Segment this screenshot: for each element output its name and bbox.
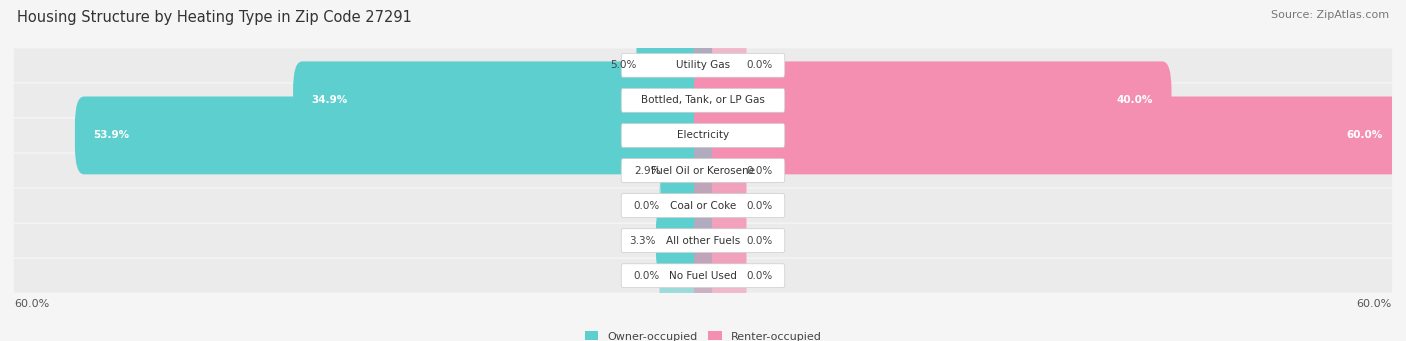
FancyBboxPatch shape [14, 259, 1392, 293]
FancyBboxPatch shape [693, 237, 747, 315]
Text: 60.0%: 60.0% [1347, 130, 1382, 140]
FancyBboxPatch shape [292, 61, 713, 139]
FancyBboxPatch shape [621, 194, 785, 218]
Text: Utility Gas: Utility Gas [676, 60, 730, 70]
FancyBboxPatch shape [14, 224, 1392, 257]
FancyBboxPatch shape [693, 61, 1171, 139]
FancyBboxPatch shape [693, 202, 747, 280]
FancyBboxPatch shape [661, 132, 713, 209]
FancyBboxPatch shape [621, 123, 785, 147]
Text: Bottled, Tank, or LP Gas: Bottled, Tank, or LP Gas [641, 95, 765, 105]
Text: No Fuel Used: No Fuel Used [669, 271, 737, 281]
Text: Housing Structure by Heating Type in Zip Code 27291: Housing Structure by Heating Type in Zip… [17, 10, 412, 25]
Legend: Owner-occupied, Renter-occupied: Owner-occupied, Renter-occupied [585, 331, 821, 341]
FancyBboxPatch shape [621, 88, 785, 112]
Text: 0.0%: 0.0% [633, 201, 659, 211]
FancyBboxPatch shape [621, 159, 785, 182]
Text: 2.9%: 2.9% [634, 165, 661, 176]
FancyBboxPatch shape [621, 229, 785, 253]
FancyBboxPatch shape [14, 154, 1392, 187]
Text: 0.0%: 0.0% [747, 271, 773, 281]
Text: 0.0%: 0.0% [747, 236, 773, 246]
FancyBboxPatch shape [621, 53, 785, 77]
Text: 0.0%: 0.0% [747, 201, 773, 211]
Text: 40.0%: 40.0% [1116, 95, 1153, 105]
FancyBboxPatch shape [693, 97, 1402, 174]
FancyBboxPatch shape [693, 167, 747, 244]
Text: 0.0%: 0.0% [633, 271, 659, 281]
FancyBboxPatch shape [659, 237, 713, 315]
Text: 53.9%: 53.9% [93, 130, 129, 140]
Text: 0.0%: 0.0% [747, 60, 773, 70]
FancyBboxPatch shape [14, 119, 1392, 152]
FancyBboxPatch shape [693, 132, 747, 209]
Text: 0.0%: 0.0% [747, 165, 773, 176]
Text: Electricity: Electricity [676, 130, 730, 140]
FancyBboxPatch shape [75, 97, 713, 174]
FancyBboxPatch shape [621, 264, 785, 288]
Text: 5.0%: 5.0% [610, 60, 637, 70]
FancyBboxPatch shape [14, 189, 1392, 222]
FancyBboxPatch shape [14, 84, 1392, 117]
Text: Coal or Coke: Coal or Coke [669, 201, 737, 211]
FancyBboxPatch shape [693, 26, 747, 104]
Text: 3.3%: 3.3% [630, 236, 657, 246]
FancyBboxPatch shape [14, 48, 1392, 82]
Text: 60.0%: 60.0% [1357, 298, 1392, 309]
Text: All other Fuels: All other Fuels [666, 236, 740, 246]
Text: Fuel Oil or Kerosene: Fuel Oil or Kerosene [651, 165, 755, 176]
Text: 34.9%: 34.9% [312, 95, 347, 105]
Text: 60.0%: 60.0% [14, 298, 49, 309]
FancyBboxPatch shape [637, 26, 713, 104]
FancyBboxPatch shape [657, 202, 713, 280]
FancyBboxPatch shape [659, 167, 713, 244]
Text: Source: ZipAtlas.com: Source: ZipAtlas.com [1271, 10, 1389, 20]
